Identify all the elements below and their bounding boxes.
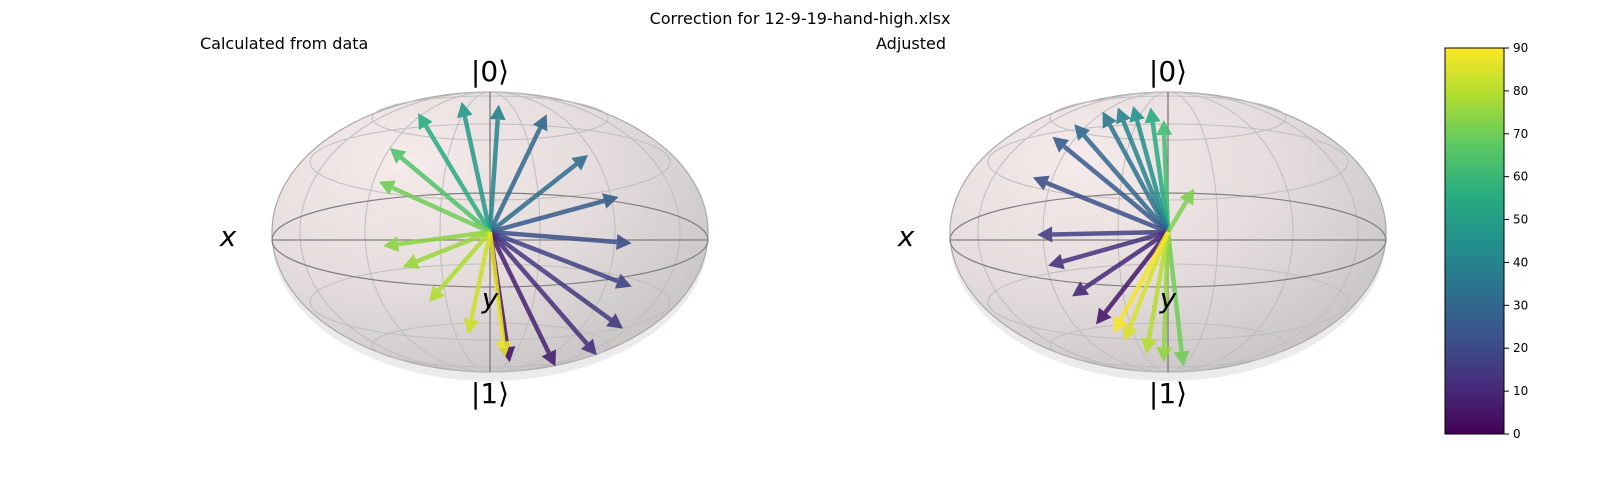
vector-arrowhead [428,285,445,302]
colorbar-tick-label: 50 [1513,213,1528,227]
vector-shaft [1165,231,1184,352]
vector-arrowhead [532,114,548,132]
colorbar-gradient [1444,47,1505,435]
vector-arrowhead [1074,124,1091,141]
state-vectors-right [1032,106,1195,367]
vector-arrowhead [495,340,512,357]
vector-arrowhead [1129,106,1145,123]
vector-arrowhead [489,104,506,121]
vector-shaft [1083,230,1170,290]
vector-arrowhead [1144,107,1161,124]
x-axis-label-left: x [219,220,237,253]
vector-arrowhead [1156,120,1173,136]
vector-arrowhead [1048,253,1065,270]
vector-arrowhead [571,155,589,171]
state-vectors-left [378,101,632,367]
vector-shaft [487,231,551,354]
colorbar-tick-label: 20 [1513,341,1528,355]
vector-arrowhead [602,193,619,209]
colorbar-tick-label: 0 [1513,427,1521,441]
vector-arrowhead [1179,188,1195,206]
vector-arrowhead [402,253,420,269]
right-panel-title: Adjusted [876,34,947,53]
vector-shaft [1052,229,1169,237]
colorbar-tick-label: 90 [1513,41,1528,55]
ket-one-label-right: |1⟩ [1149,377,1187,410]
vector-arrowhead [463,317,480,335]
colorbar-tick-label: 40 [1513,255,1528,269]
vector-arrowhead [1032,175,1050,191]
colorbar-ticks: 0 10 20 30 40 50 60 70 80 90 [1504,41,1528,441]
vector-shaft [399,155,492,234]
bloch-sphere-left: |0⟩ |1⟩ x y [219,55,709,410]
vector-shaft [1107,123,1170,234]
vector-arrowhead [383,236,400,252]
ket-zero-label-right: |0⟩ [1149,55,1187,88]
colorbar-tick-label: 70 [1513,127,1528,141]
vector-arrowhead [457,101,473,119]
colorbar-tick-label: 10 [1513,384,1528,398]
vector-arrowhead [418,113,433,130]
vector-arrowhead [1173,350,1190,367]
vector-arrowhead [1156,346,1173,363]
vector-shaft [423,124,492,234]
vector-shaft [1062,144,1170,234]
colorbar: 0 10 20 30 40 50 60 70 80 90 [1444,41,1528,441]
vector-arrowhead [389,148,407,164]
figure-title: Correction for 12-9-19-hand-high.xlsx [649,9,951,28]
vector-shaft [489,229,617,245]
ket-one-label-left: |1⟩ [471,377,509,410]
colorbar-tick-label: 80 [1513,84,1528,98]
vector-shaft [469,231,493,320]
vector-shaft [391,185,491,235]
vector-arrowhead [614,273,632,289]
x-axis-label-right: x [897,220,915,253]
vector-shaft [487,126,543,233]
colorbar-tick-label: 30 [1513,298,1528,312]
vector-shaft [1146,231,1171,340]
vector-shaft [462,115,493,233]
vector-arrowhead [1113,315,1128,333]
vector-arrowhead [541,349,557,367]
vector-arrowhead [378,180,396,196]
vector-shaft [397,229,491,247]
vector-arrowhead [1122,324,1138,342]
vector-shaft [1150,121,1171,233]
vector-arrowhead [1037,226,1053,243]
left-panel-title: Calculated from data [200,34,369,53]
y-axis-label-left: y [481,282,499,315]
vector-shaft [1103,230,1170,314]
vector-arrowhead [1072,281,1089,297]
vector-arrowhead [616,234,632,250]
vector-arrowhead [1140,337,1157,354]
vector-shaft [1166,200,1189,234]
y-axis-label-right: y [1159,282,1177,315]
vector-shaft [1161,231,1171,348]
colorbar-tick-label: 60 [1513,170,1528,184]
vector-shaft [437,230,492,293]
vector-arrowhead [606,313,623,329]
vector-arrowhead [1116,107,1131,125]
vector-shaft [1082,134,1170,234]
vector-arrowhead [580,338,597,356]
vector-shaft [487,119,500,233]
bloch-sphere-right: |0⟩ |1⟩ x y [897,55,1387,410]
vector-shaft [487,231,506,342]
ket-zero-label-left: |0⟩ [471,55,509,88]
vector-arrowhead [1096,307,1112,325]
vector-shaft [1061,229,1169,264]
vector-shaft [1121,120,1171,233]
vector-shaft [488,230,589,346]
vector-shaft [1118,230,1170,321]
vector-shaft [488,162,578,234]
vector-shaft [1045,180,1169,235]
vector-arrowhead [1102,111,1117,129]
vector-shaft [488,230,613,322]
vector-shaft [489,229,619,284]
vector-shaft [415,229,491,264]
vector-shaft [489,198,605,235]
vector-arrowhead [1052,136,1070,153]
